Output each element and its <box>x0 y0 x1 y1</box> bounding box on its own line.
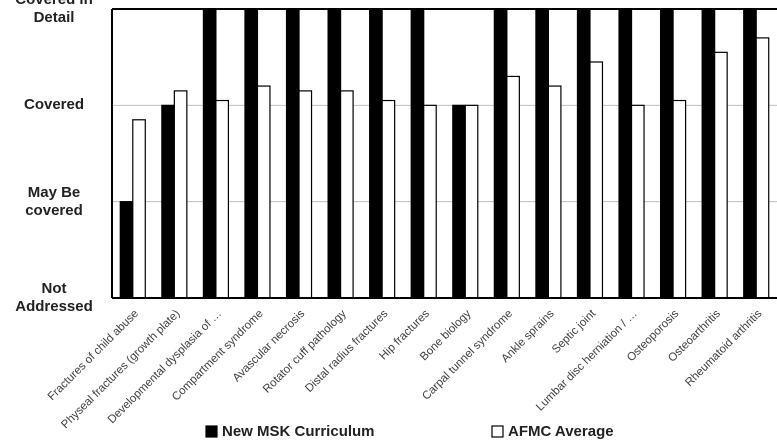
bar <box>714 51 728 299</box>
x-tick-label: Rotator cuff pathology <box>261 308 349 396</box>
bar <box>298 90 313 299</box>
legend-label: New MSK Curriculum <box>222 423 375 440</box>
bar <box>672 99 687 299</box>
bar <box>381 99 396 299</box>
bar <box>256 85 271 299</box>
bar <box>410 8 425 299</box>
bar <box>173 90 188 299</box>
bar <box>576 8 591 299</box>
bar <box>464 104 479 299</box>
bar <box>755 37 770 299</box>
bar <box>701 8 716 299</box>
bar <box>285 8 300 299</box>
bar <box>369 8 383 299</box>
bar <box>119 201 134 299</box>
bar <box>452 104 466 299</box>
bar <box>161 104 175 299</box>
legend-label: AFMC Average <box>508 423 614 440</box>
bar <box>589 61 604 299</box>
y-tick-label: Not Addressed <box>15 280 93 315</box>
bar <box>547 85 562 299</box>
bar <box>202 8 217 299</box>
bar <box>493 8 508 299</box>
y-tick-label: Covered in Detail <box>15 0 93 26</box>
x-tick-label: Distal radius fractures <box>303 308 390 395</box>
y-tick-label: Covered <box>23 96 85 114</box>
bar <box>630 104 645 299</box>
legend-swatch <box>205 425 218 438</box>
bar <box>215 99 230 299</box>
x-tick-label: Rheumatoid arthritis <box>683 308 764 389</box>
bar <box>535 8 550 299</box>
bar <box>244 8 259 299</box>
bar <box>743 8 757 299</box>
bar <box>423 104 437 299</box>
y-tick-label: May Be covered <box>25 183 83 219</box>
bar <box>339 90 354 299</box>
bar <box>659 8 674 299</box>
bar <box>132 119 146 299</box>
legend-swatch <box>491 425 504 438</box>
bar <box>618 8 633 299</box>
bar <box>506 75 520 299</box>
bar <box>327 8 342 299</box>
x-tick-label: Avascular necrosis <box>231 308 308 385</box>
